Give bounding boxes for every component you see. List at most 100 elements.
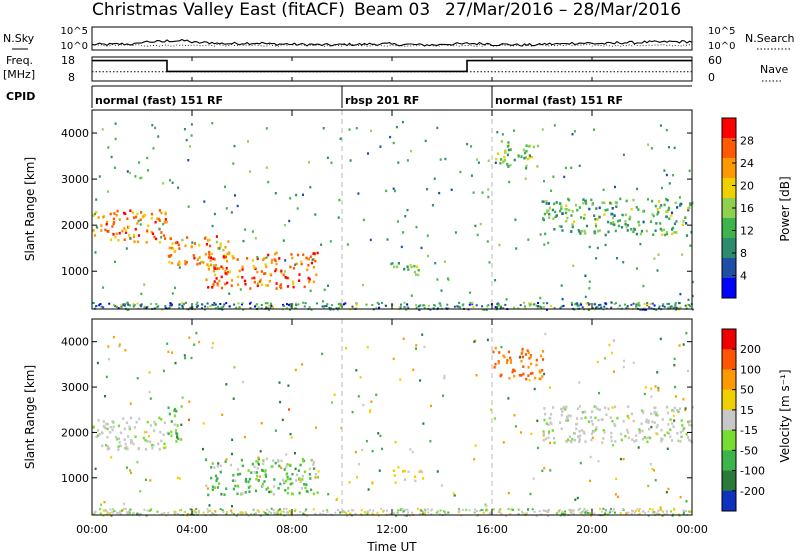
data-cell: [506, 153, 509, 157]
data-cell: [260, 270, 263, 273]
data-cell: [207, 256, 210, 259]
data-cell: [270, 304, 273, 307]
data-cell: [174, 286, 176, 290]
data-cell: [613, 339, 616, 342]
data-cell: [496, 306, 498, 309]
data-cell: [591, 436, 594, 439]
data-cell: [561, 229, 564, 232]
data-cell: [440, 289, 443, 292]
data-cell: [590, 438, 593, 442]
data-cell: [178, 303, 181, 306]
data-cell: [129, 237, 132, 240]
data-cell: [158, 416, 161, 420]
data-cell: [527, 374, 530, 377]
data-cell: [626, 305, 629, 308]
data-cell: [309, 477, 312, 480]
data-cell: [572, 509, 574, 512]
data-cell: [177, 243, 180, 247]
data-cell: [542, 509, 545, 512]
data-cell: [638, 509, 640, 512]
data-cell: [406, 305, 409, 308]
data-cell: [571, 133, 574, 136]
data-cell: [560, 225, 563, 228]
data-cell: [234, 479, 237, 482]
data-cell: [559, 421, 562, 424]
data-cell: [561, 410, 564, 413]
data-cell: [226, 511, 228, 514]
data-cell: [261, 469, 264, 473]
data-cell: [580, 303, 583, 306]
data-cell: [118, 441, 121, 444]
data-cell: [578, 164, 581, 167]
data-cell: [184, 356, 187, 360]
data-cell: [569, 414, 572, 418]
data-cell: [592, 307, 595, 310]
data-cell: [299, 463, 302, 467]
data-cell: [404, 215, 407, 218]
data-cell: [541, 469, 544, 472]
data-cell: [261, 258, 265, 262]
data-cell: [493, 366, 496, 369]
data-cell: [146, 156, 149, 160]
colorbar-tick-label: 20: [740, 180, 754, 193]
y-tick-label: 4000: [61, 336, 89, 349]
data-cell: [162, 234, 165, 237]
data-cell: [305, 514, 308, 517]
data-cell: [498, 509, 501, 512]
data-cell: [582, 430, 586, 434]
data-cell: [190, 134, 193, 137]
data-cell: [590, 198, 593, 202]
data-cell: [597, 460, 600, 463]
data-cell: [280, 271, 283, 274]
data-cell: [400, 245, 403, 249]
data-cell: [207, 510, 210, 513]
data-cell: [671, 514, 674, 517]
data-cell: [157, 305, 160, 308]
data-cell: [672, 414, 675, 418]
data-cell: [582, 198, 585, 201]
data-cell: [603, 213, 606, 216]
data-cell: [665, 513, 668, 516]
data-cell: [610, 435, 613, 439]
data-cell: [211, 485, 215, 489]
data-cell: [410, 265, 413, 269]
data-cell: [221, 267, 225, 270]
data-cell: [611, 207, 614, 210]
data-cell: [173, 250, 176, 253]
data-cell: [292, 285, 295, 289]
data-cell: [239, 511, 242, 514]
data-cell: [95, 198, 98, 201]
data-cell: [377, 303, 380, 306]
data-cell: [624, 303, 626, 306]
data-cell: [415, 304, 418, 307]
data-cell: [190, 123, 193, 126]
data-cell: [691, 308, 694, 311]
data-cell: [164, 237, 167, 240]
data-cell: [338, 302, 341, 305]
data-cell: [450, 188, 453, 191]
data-cell: [571, 210, 574, 213]
data-cell: [150, 508, 152, 511]
data-cell: [303, 305, 306, 308]
data-cell: [177, 186, 180, 189]
data-cell: [595, 257, 598, 260]
data-cell: [165, 220, 168, 224]
data-cell: [517, 508, 520, 511]
data-cell: [212, 342, 215, 345]
data-cell: [176, 241, 179, 244]
data-cell: [410, 294, 413, 297]
data-cell: [299, 510, 302, 513]
data-cell: [188, 418, 190, 421]
data-cell: [562, 304, 565, 307]
data-cell: [447, 278, 450, 282]
data-cell: [247, 486, 250, 489]
data-cell: [136, 302, 139, 305]
data-cell: [543, 509, 546, 512]
data-cell: [268, 279, 271, 283]
data-cell: [305, 508, 308, 511]
data-cell: [118, 345, 121, 348]
data-cell: [438, 191, 441, 195]
data-cell: [577, 407, 580, 410]
data-cell: [348, 128, 351, 131]
data-cell: [255, 512, 257, 515]
